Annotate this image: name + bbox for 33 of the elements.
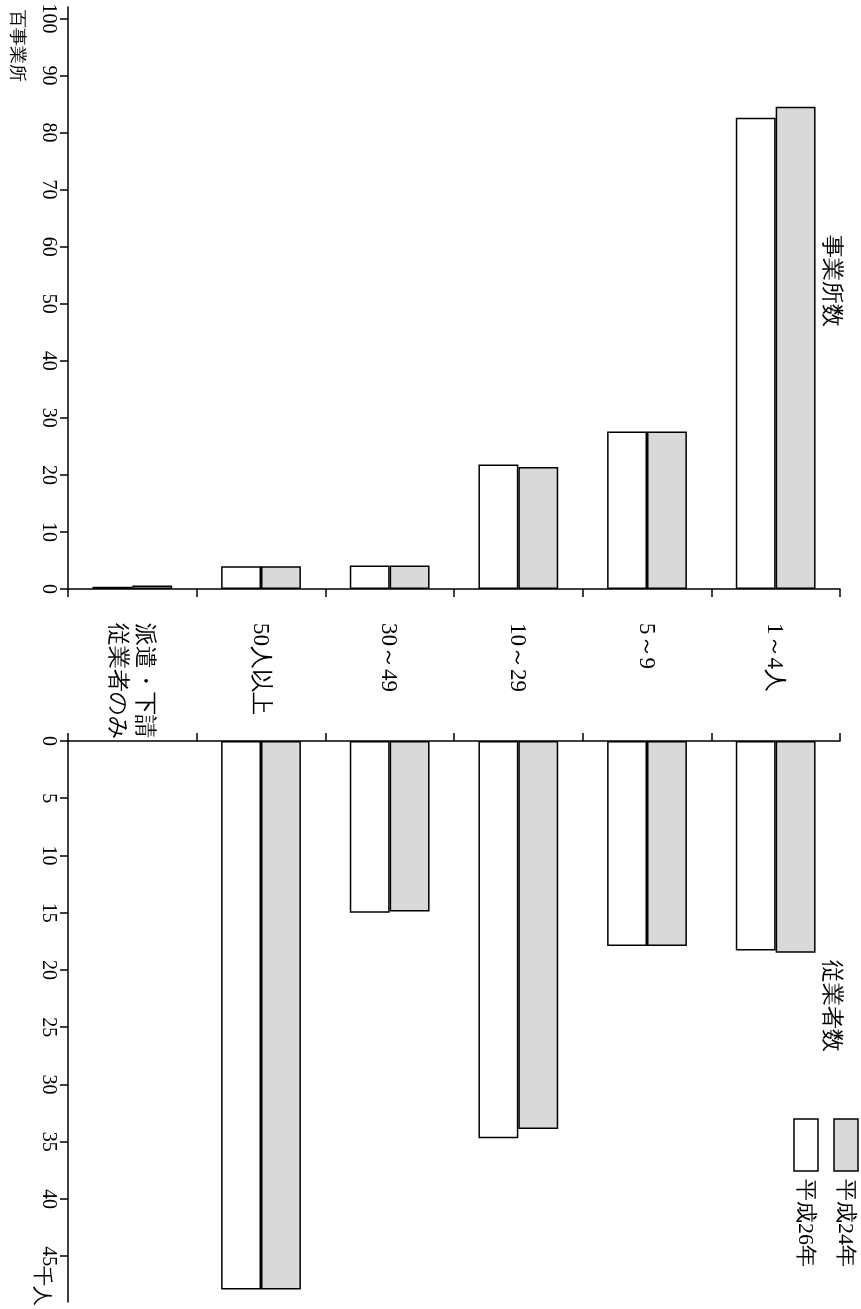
x-tick-label: 派遣・下請従業者のみ bbox=[106, 623, 159, 740]
y-tick-label: 20 bbox=[39, 959, 61, 980]
text: 事業所数 bbox=[819, 235, 845, 327]
y-tick-label: 50 bbox=[39, 293, 61, 314]
y-tick-label: 40 bbox=[39, 350, 61, 371]
y-tick-label: 100 bbox=[39, 3, 61, 34]
y-tick-label: 30 bbox=[39, 407, 61, 428]
y-tick-label: 60 bbox=[39, 236, 61, 257]
y-tick-label: 80 bbox=[39, 122, 61, 143]
x-tick-label: 10～29 bbox=[505, 623, 531, 692]
x-tick-label: 50人以上 bbox=[248, 623, 274, 715]
y-tick-label: 30 bbox=[39, 1074, 61, 1095]
legend-label: 平成26年 bbox=[793, 1179, 819, 1267]
y-tick-label: 90 bbox=[39, 65, 61, 86]
y-tick-label: 0 bbox=[39, 736, 61, 746]
y-tick-label: 45 bbox=[39, 1246, 61, 1267]
y-axis-title: 百事業所 bbox=[8, 10, 28, 82]
y-tick-label: 25 bbox=[39, 1017, 61, 1038]
y-tick-label: 70 bbox=[39, 179, 61, 200]
y-tick-label: 10 bbox=[39, 845, 61, 866]
y-tick-label: 5 bbox=[39, 793, 61, 804]
y-tick-label: 35 bbox=[39, 1131, 61, 1152]
y-tick-label: 20 bbox=[39, 464, 61, 485]
y-tick-label: 40 bbox=[39, 1188, 61, 1209]
y-tick-label: 10 bbox=[39, 521, 61, 542]
legend-label: 平成24年 bbox=[833, 1179, 859, 1267]
y-axis-title: 千人 bbox=[32, 1266, 54, 1306]
text: 従業者数 bbox=[819, 960, 845, 1052]
x-tick-label: 5～9 bbox=[634, 623, 660, 669]
x-tick-label: 30～49 bbox=[377, 623, 403, 692]
y-tick-label: 15 bbox=[39, 902, 61, 923]
x-tick-label: 1～4人 bbox=[763, 623, 789, 692]
y-tick-label: 0 bbox=[39, 584, 61, 594]
